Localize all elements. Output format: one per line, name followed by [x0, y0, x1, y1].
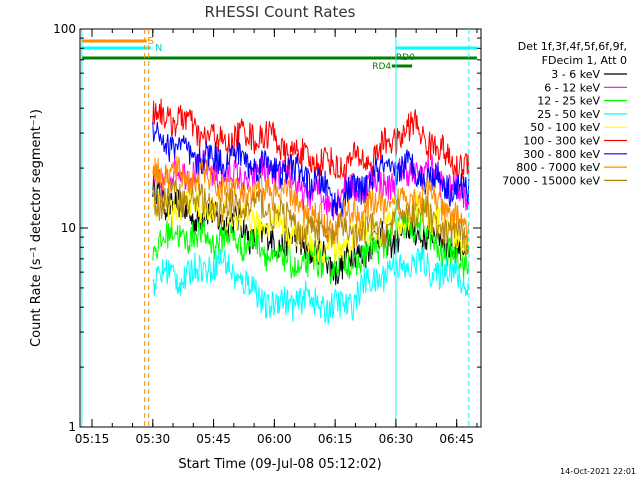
series-line [152, 121, 470, 218]
series-line [152, 211, 470, 285]
legend-entry-label: 3 - 6 keV [551, 68, 600, 81]
x-axis-label: Start Time (09-Jul-08 05:12:02) [178, 457, 381, 472]
plot-frame [79, 28, 482, 428]
y-axis-label: Count Rate (s⁻¹ detector segment⁻¹) [29, 109, 44, 347]
series-line [152, 155, 470, 246]
legend-entry-label: 7000 - 15000 keV [502, 174, 600, 187]
x-tick-label: 06:15 [318, 432, 353, 446]
annotation-n: N [155, 43, 162, 54]
series-line [152, 179, 470, 257]
x-tick-label: 06:00 [257, 432, 292, 446]
timestamp: 14-Oct-2021 22:01 [560, 467, 636, 476]
x-tick-label: 05:15 [75, 432, 110, 446]
annotation-rd4: RD4 [372, 62, 391, 72]
legend: Det 1f,3f,4f,5f,6f,9f,FDecim 1, Att 03 -… [502, 40, 627, 187]
y-tick-label: 1 [68, 420, 76, 434]
axes: 05:15 05:30 05:45 06:00 06:15 06:30 06:45 1 10 10… [53, 22, 481, 446]
legend-entry-label: 800 - 7000 keV [516, 161, 600, 174]
series-lines [152, 98, 470, 325]
y-tick-label: 10 [61, 221, 76, 235]
x-tick-label: 06:45 [439, 432, 474, 446]
series-line [152, 98, 470, 184]
legend-entry-label: 50 - 100 keV [530, 121, 600, 134]
annotation-s: S [148, 36, 154, 47]
legend-entry-label: 12 - 25 keV [537, 95, 600, 108]
legend-entry-label: 6 - 12 keV [544, 81, 600, 94]
annotation-bars: SN RD0 RD4 [81, 36, 477, 72]
annotation-rd0: RD0 [396, 53, 415, 63]
x-tick-label: 05:45 [196, 432, 231, 446]
series-line [152, 245, 470, 325]
chart-title: RHESSI Count Rates [205, 3, 356, 21]
y-tick-label: 100 [53, 22, 76, 36]
legend-entry-label: 25 - 50 keV [537, 108, 600, 121]
legend-header-detectors: Det 1f,3f,4f,5f,6f,9f, [518, 40, 627, 53]
series-line [152, 185, 470, 267]
legend-entry-label: 100 - 300 keV [523, 135, 600, 148]
x-tick-label: 06:30 [379, 432, 414, 446]
x-tick-label: 05:30 [136, 432, 171, 446]
legend-entry-label: 300 - 800 keV [523, 148, 600, 161]
legend-header-decimation: FDecim 1, Att 0 [542, 54, 627, 67]
